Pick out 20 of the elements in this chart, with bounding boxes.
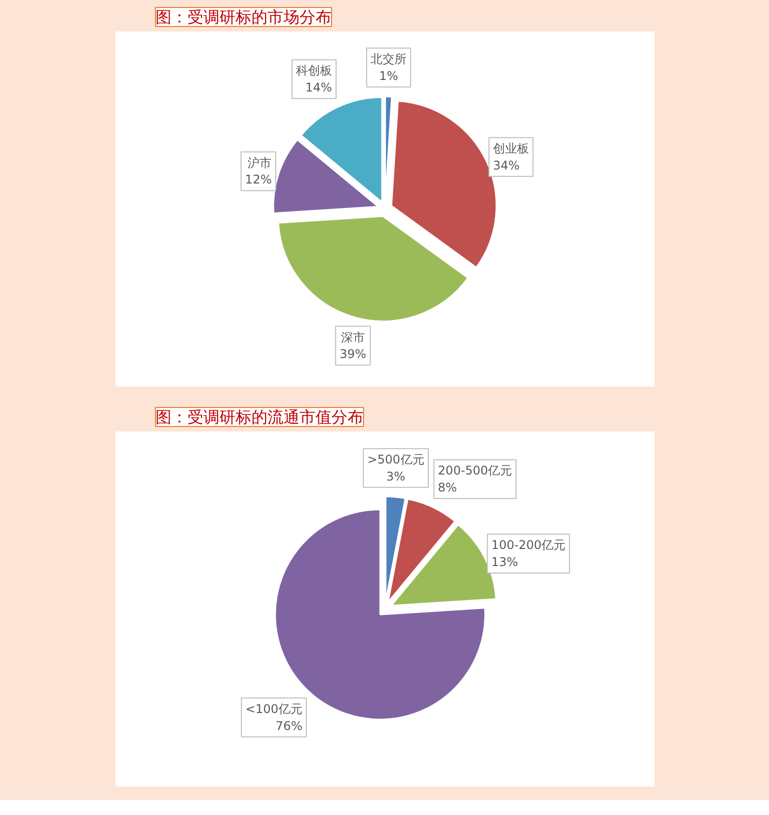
slice-label: 科创板 bbox=[296, 64, 332, 78]
slice-label: >500亿元 bbox=[367, 452, 424, 467]
slice-label: 沪市 bbox=[248, 156, 272, 170]
data-label: 14% bbox=[305, 80, 332, 95]
data-label: 39% bbox=[340, 347, 366, 362]
chart-title: 图：受调研标的流通市值分布 bbox=[156, 408, 364, 426]
data-label: 8% bbox=[438, 480, 457, 495]
slice-label: <100亿元 bbox=[245, 702, 302, 716]
slice-label: 创业板 bbox=[492, 142, 529, 156]
data-label: 13% bbox=[491, 554, 518, 569]
slice-label: 北交所 bbox=[370, 52, 407, 66]
slice-label: 100-200亿元 bbox=[491, 538, 566, 552]
data-label: 34% bbox=[492, 158, 520, 172]
data-label: 3% bbox=[386, 469, 406, 484]
chart-title: 图：受调研标的市场分布 bbox=[156, 8, 332, 26]
data-label: 12% bbox=[245, 172, 272, 187]
slice-label: 200-500亿元 bbox=[438, 464, 512, 478]
slice-label: 深市 bbox=[340, 330, 365, 344]
data-label: 76% bbox=[276, 718, 302, 733]
data-label: 1% bbox=[379, 68, 398, 83]
